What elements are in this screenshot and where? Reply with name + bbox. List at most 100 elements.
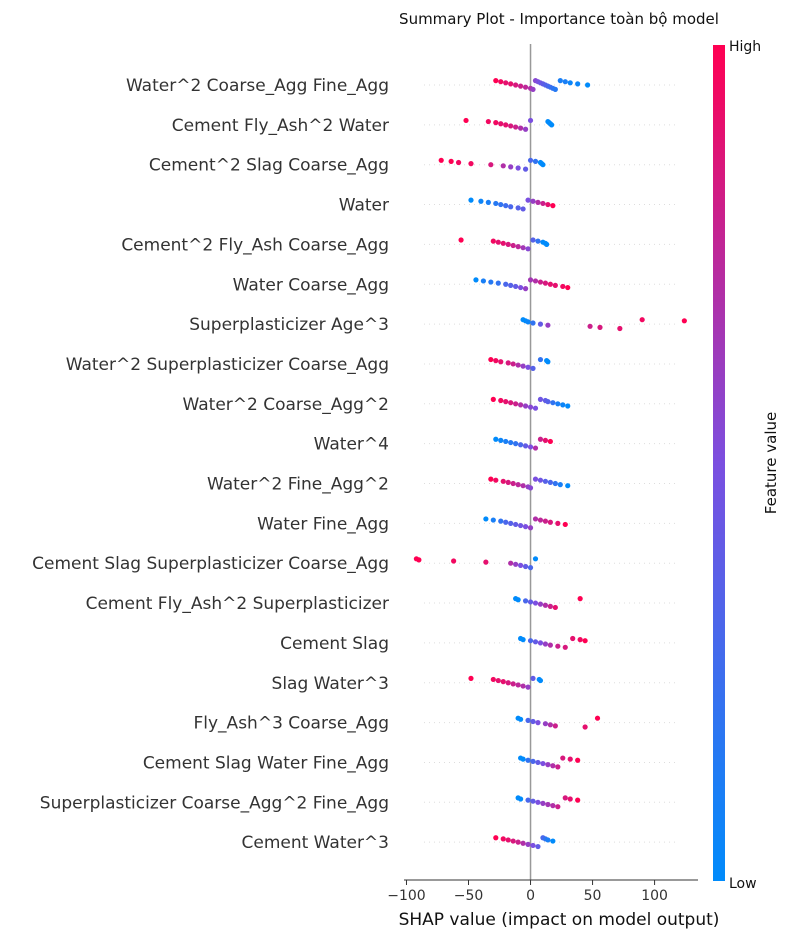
shap-point — [455, 159, 462, 166]
feature-label: Water Coarse_Agg — [233, 275, 389, 295]
feature-label: Cement Water^3 — [241, 833, 389, 853]
shap-point — [510, 242, 516, 249]
shap-point — [438, 157, 444, 163]
shap-point — [503, 399, 509, 405]
shap-point — [493, 477, 499, 483]
feature-label: Cement Fly_Ash^2 Superplasticizer — [86, 594, 389, 614]
shap-point — [527, 485, 534, 491]
shap-point — [510, 361, 516, 367]
shap-point — [468, 675, 474, 681]
feature-label: Cement Slag Superplasticizer Coarse_Agg — [32, 554, 389, 574]
shap-point — [547, 438, 553, 445]
shap-point — [508, 164, 514, 170]
shap-point — [520, 363, 526, 369]
shap-point — [567, 80, 573, 86]
shap-point — [530, 758, 536, 764]
feature-label: Water — [339, 196, 389, 216]
shap-point — [525, 797, 531, 803]
shap-point — [500, 240, 506, 246]
shap-point — [560, 402, 566, 408]
shap-point — [485, 199, 491, 205]
shap-point — [555, 401, 561, 407]
feature-labels: Water^2 Coarse_Agg Fine_Agg Cement Fly_As… — [32, 76, 389, 853]
shap-point — [570, 635, 576, 642]
shap-point — [535, 720, 541, 726]
shap-point — [522, 403, 529, 409]
shap-point — [493, 358, 499, 364]
feature-label: Cement^2 Fly_Ash Coarse_Agg — [121, 235, 389, 255]
shap-point — [550, 203, 556, 209]
shap-point — [532, 445, 539, 451]
shap-point — [515, 482, 521, 488]
shap-point — [575, 797, 581, 803]
x-tick-label: −50 — [454, 888, 484, 904]
colorbar — [713, 45, 725, 881]
shap-point — [545, 359, 551, 365]
shap-point — [522, 286, 529, 292]
shap-point — [525, 319, 531, 325]
shap-point — [503, 438, 509, 445]
shap-point — [535, 759, 541, 766]
shap-point — [505, 360, 511, 366]
shap-point — [468, 161, 474, 167]
shap-point — [547, 722, 553, 728]
shap-point — [537, 396, 544, 402]
shap-point — [587, 323, 593, 329]
shap-point — [508, 439, 514, 446]
shap-point — [505, 241, 511, 247]
shap-point — [525, 246, 531, 252]
shap-point — [557, 78, 563, 84]
shap-point — [520, 637, 526, 643]
shap-point — [540, 162, 546, 168]
shap-point — [542, 437, 549, 443]
shap-point — [527, 277, 534, 283]
shap-point — [532, 476, 539, 482]
shap-point — [520, 245, 526, 251]
feature-label: Water^2 Coarse_Agg^2 — [183, 395, 389, 415]
shap-point — [483, 516, 489, 522]
shap-point — [520, 683, 526, 689]
shap-point — [530, 86, 536, 92]
shap-point — [500, 163, 506, 169]
shap-point — [577, 596, 583, 602]
x-tick-label: 0 — [526, 888, 535, 904]
shap-point — [535, 843, 541, 850]
shap-point — [522, 443, 529, 449]
shap-point — [518, 522, 524, 529]
shap-point — [562, 795, 568, 801]
shap-point — [480, 278, 486, 284]
shap-point — [537, 601, 544, 607]
shap-point — [505, 837, 511, 843]
shap-point — [527, 565, 534, 571]
shap-point — [537, 279, 544, 285]
shap-point — [498, 201, 504, 208]
shap-point — [520, 840, 526, 846]
shap-point — [555, 643, 561, 649]
shap-point — [549, 122, 555, 128]
shap-point — [513, 561, 519, 567]
shap-point — [518, 402, 524, 408]
shap-point — [478, 198, 484, 204]
shap-point — [525, 197, 531, 203]
shap-point — [463, 117, 469, 124]
shap-point — [542, 518, 549, 524]
shap-point — [458, 237, 464, 243]
shap-point — [490, 676, 496, 683]
shap-point — [565, 483, 571, 489]
x-axis-label: SHAP value (impact on model output) — [399, 910, 720, 930]
shap-point — [550, 803, 556, 809]
shap-point — [560, 755, 566, 761]
shap-point — [547, 281, 553, 287]
x-axis: −100 −50 0 50 100 — [387, 879, 698, 904]
shap-point — [495, 239, 501, 245]
shap-point — [532, 158, 539, 164]
shap-point — [518, 125, 524, 131]
shap-point — [530, 320, 536, 326]
shap-point — [547, 642, 553, 648]
shap-point — [493, 78, 499, 84]
shap-point — [532, 278, 539, 284]
shap-point — [488, 356, 494, 363]
shap-point — [493, 835, 499, 841]
shap-point — [508, 520, 514, 526]
shap-point — [522, 84, 529, 90]
